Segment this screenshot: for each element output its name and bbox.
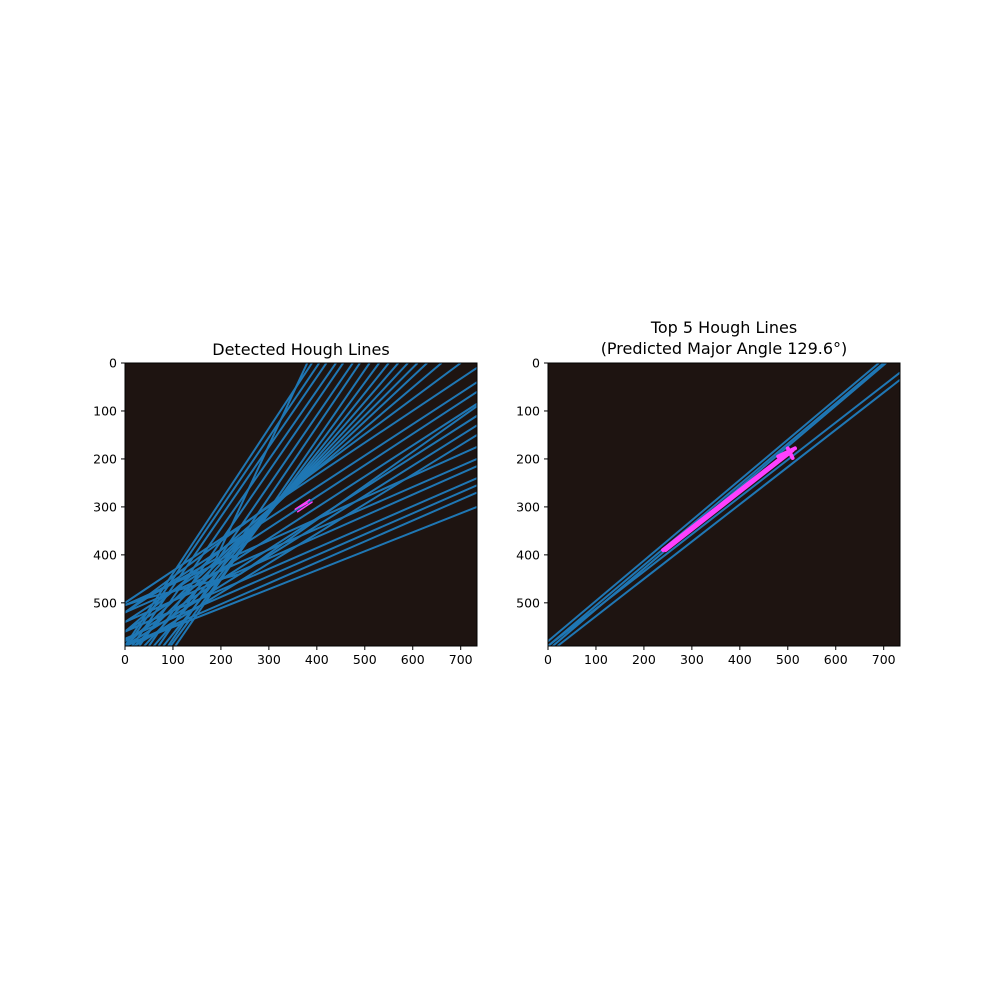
right-x-tick-label: 100 (584, 652, 608, 667)
left-x-tick-label: 200 (209, 652, 233, 667)
right-x-tick-label: 500 (776, 652, 800, 667)
left-marker-segment (299, 502, 308, 508)
right-hough-lines (548, 363, 900, 646)
right-marker-segment (776, 446, 797, 459)
right-x-tick-label: 700 (872, 652, 896, 667)
left-panel-title: Detected Hough Lines (212, 340, 389, 359)
right-x-tick-label: 200 (632, 652, 656, 667)
right-y-tick-label: 100 (516, 403, 540, 418)
right-x-tick-label: 600 (824, 652, 848, 667)
right-panel-title: Top 5 Hough Lines (650, 318, 797, 337)
left-hough-line (125, 414, 477, 643)
left-hough-line (239, 405, 477, 575)
left-hough-line (125, 597, 147, 607)
right-y-tick-label: 200 (516, 451, 540, 466)
left-hough-line (125, 465, 477, 623)
left-axes-frame (124, 362, 478, 647)
right-hough-line (548, 363, 880, 642)
left-marker-segment (296, 501, 313, 513)
left-hough-line (215, 363, 309, 560)
right-hough-line (548, 363, 885, 646)
right-marker-segments (661, 446, 797, 553)
left-x-tick-label: 0 (121, 652, 129, 667)
right-y-tick-label: 400 (516, 547, 540, 562)
left-y-axis: 0 100 200 300 400 500 (93, 356, 125, 610)
left-hough-line (146, 557, 217, 599)
right-y-axis: 0 100 200 300 400 500 (516, 356, 548, 610)
right-x-tick-label: 0 (544, 652, 552, 667)
right-marker-segment (668, 448, 795, 548)
left-y-tick-label: 200 (93, 451, 117, 466)
left-hough-line (125, 366, 477, 604)
right-marker-segment (785, 446, 795, 460)
right-x-tick-label: 400 (728, 652, 752, 667)
left-y-tick-label: 500 (93, 595, 117, 610)
left-hough-line (125, 381, 477, 614)
left-hough-line (125, 363, 462, 614)
left-hough-line (138, 363, 337, 646)
right-panel-subtitle: (Predicted Major Angle 129.6°) (601, 339, 848, 358)
left-x-axis: 0 100 200 300 400 500 600 700 (121, 646, 473, 667)
left-marker-segments (294, 498, 313, 513)
right-hough-line (548, 371, 900, 646)
left-x-tick-label: 500 (353, 652, 377, 667)
left-hough-line (125, 505, 477, 646)
left-panel: Detected Hough Lines 0 100 200 300 400 500 600… (93, 340, 478, 667)
left-x-tick-label: 400 (305, 652, 329, 667)
left-y-tick-label: 400 (93, 547, 117, 562)
right-y-tick-label: 300 (516, 499, 540, 514)
left-y-tick-label: 300 (93, 499, 117, 514)
right-y-tick-label: 0 (532, 356, 540, 371)
left-hough-line (125, 477, 477, 633)
left-hough-line (125, 446, 477, 607)
left-hough-line (146, 573, 241, 600)
left-hough-line (125, 491, 477, 646)
left-x-tick-label: 700 (449, 652, 473, 667)
left-hough-line (125, 402, 477, 633)
right-panel: Top 5 Hough Lines (Predicted Major Angle… (516, 318, 901, 667)
left-y-tick-label: 0 (109, 356, 117, 371)
left-x-tick-label: 600 (401, 652, 425, 667)
right-axes-frame (547, 362, 901, 647)
right-x-tick-label: 300 (680, 652, 704, 667)
left-y-tick-label: 100 (93, 403, 117, 418)
left-marker-segment (294, 498, 311, 511)
left-hough-line (125, 484, 477, 640)
right-y-tick-label: 500 (516, 595, 540, 610)
left-hough-line (125, 458, 477, 614)
left-x-tick-label: 100 (161, 652, 185, 667)
right-x-axis: 0 100 200 300 400 500 600 700 (544, 646, 896, 667)
left-x-tick-label: 300 (257, 652, 281, 667)
right-hough-line (556, 378, 900, 646)
